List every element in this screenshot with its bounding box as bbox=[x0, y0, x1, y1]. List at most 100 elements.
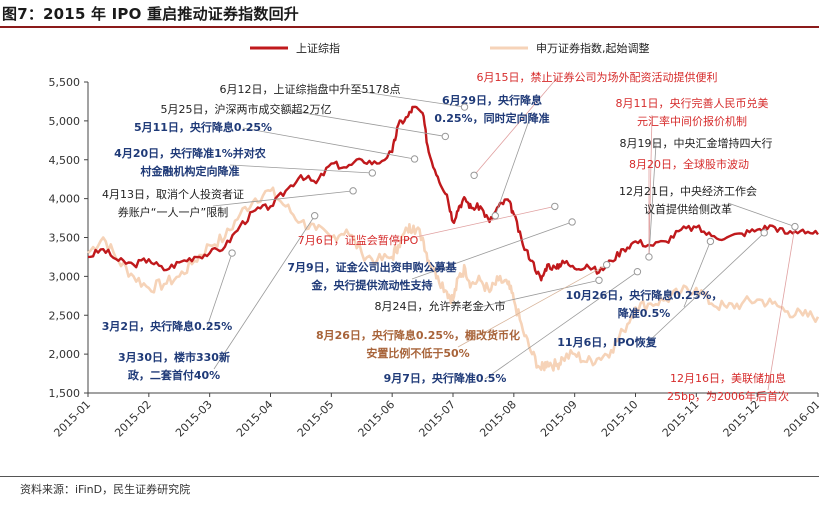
y-tick-label: 3,500 bbox=[49, 232, 81, 245]
annotation-leader bbox=[484, 271, 638, 380]
annotation-text: 12月21日，中央经济工作会 bbox=[619, 184, 757, 198]
y-tick-label: 5,500 bbox=[49, 76, 81, 89]
event-marker bbox=[470, 171, 478, 180]
legend-label-swsec: 申万证券指数,起始调整 bbox=[536, 41, 650, 55]
annotation-leader bbox=[683, 241, 711, 308]
annotation-text: 3月2日，央行降息0.25% bbox=[102, 319, 232, 333]
series-line-swsec bbox=[87, 186, 819, 372]
annotation-text: 6月12日，上证综指盘中升至5178点 bbox=[220, 82, 401, 96]
annotation-text: 村金融机构定向降准 bbox=[141, 164, 240, 178]
x-tick-label: 2015-06 bbox=[356, 398, 398, 440]
x-tick-label: 2015-01 bbox=[51, 398, 93, 440]
event-marker bbox=[633, 268, 642, 276]
series-line-szzs bbox=[87, 105, 819, 282]
y-tick-label: 1,500 bbox=[49, 387, 81, 400]
x-tick-label: 2015-10 bbox=[599, 398, 641, 440]
event-marker bbox=[551, 202, 559, 211]
x-tick-label: 2015-05 bbox=[295, 398, 337, 440]
event-marker bbox=[310, 212, 319, 220]
event-marker bbox=[706, 237, 715, 246]
annotation-leader bbox=[494, 111, 533, 216]
annotation-leader bbox=[206, 252, 233, 328]
figure-title: 图7：2015 年 IPO 重启推动证券指数回升 bbox=[2, 5, 299, 23]
x-tick-label: 2015-03 bbox=[173, 398, 215, 440]
annotation-text: 6月29日，央行降息 bbox=[442, 93, 542, 107]
event-marker bbox=[349, 187, 357, 195]
annotation-text: 10月26日，央行降息0.25%， bbox=[566, 288, 723, 302]
annotation-text: 8月24日，允许养老金入市 bbox=[375, 299, 506, 313]
annotation-text: 4月13日，取消个人投资者证 bbox=[102, 187, 244, 201]
y-tick-label: 2,500 bbox=[49, 309, 81, 322]
event-marker bbox=[791, 222, 799, 231]
x-tick-label: 2015-11 bbox=[660, 398, 702, 440]
annotation-leader bbox=[242, 127, 415, 160]
annotation-text: 11月6日，IPO恢复 bbox=[557, 335, 657, 349]
x-tick-label: 2015-02 bbox=[112, 398, 154, 440]
event-marker bbox=[491, 212, 499, 220]
annotation-leader bbox=[479, 279, 600, 308]
annotation-text: 0.25%，同时定向降准 bbox=[434, 111, 549, 125]
annotation-leader bbox=[648, 143, 657, 257]
annotation-leader bbox=[411, 221, 573, 280]
annotation-leader bbox=[457, 264, 607, 348]
annotation-text: 政，二套首付40% bbox=[128, 368, 220, 382]
event-marker bbox=[228, 249, 236, 257]
y-tick-label: 4,500 bbox=[49, 154, 81, 167]
annotation-text: 8月11日，央行完善人民币兑美 bbox=[616, 96, 769, 110]
annotation-text: 5月25日，沪深两市成交额超2万亿 bbox=[161, 102, 332, 116]
event-marker bbox=[410, 155, 419, 163]
legend-label-szzs: 上证综指 bbox=[296, 41, 340, 55]
annotation-leader bbox=[767, 226, 796, 391]
event-marker bbox=[441, 132, 450, 141]
annotation-text: 元汇率中间价报价机制 bbox=[637, 114, 747, 128]
x-tick-label: 2016-01 bbox=[781, 398, 819, 440]
annotation-leader bbox=[212, 190, 354, 207]
annotation-text: 金，央行提供流动性支持 bbox=[311, 278, 433, 292]
annotation-leader bbox=[213, 215, 316, 370]
x-tick-label: 2015-07 bbox=[416, 398, 458, 440]
event-marker bbox=[595, 276, 603, 284]
annotation-text: 4月20日，央行降准1%并对农 bbox=[114, 146, 266, 160]
annotation-text: 9月7日，央行降准0.5% bbox=[384, 371, 507, 385]
annotation-text: 议首提供给侧改革 bbox=[644, 202, 732, 216]
annotation-text: 7月9日，证金公司出资申购公募基 bbox=[287, 260, 457, 274]
annotation-text: 8月20日，全球股市波动 bbox=[629, 157, 749, 171]
x-tick-label: 2015-09 bbox=[538, 398, 580, 440]
x-tick-label: 2015-08 bbox=[477, 398, 519, 440]
annotation-text: 8月26日，央行降息0.25%，棚改货币化 bbox=[316, 328, 520, 342]
x-tick-label: 2015-04 bbox=[234, 398, 276, 440]
event-marker bbox=[645, 253, 653, 261]
y-tick-label: 3,000 bbox=[49, 270, 81, 283]
annotation-leader bbox=[473, 77, 558, 176]
annotation-text: 券账户“一人一户”限制 bbox=[118, 205, 228, 219]
event-marker bbox=[602, 261, 611, 269]
source-note: 资料来源：iFinD，民生证券研究院 bbox=[20, 483, 191, 496]
annotation-text: 8月19日，中央汇金增持四大行 bbox=[620, 136, 773, 150]
annotation-text: 3月30日，楼市330新 bbox=[118, 350, 230, 364]
annotation-text: 25bp，为2006年后首次 bbox=[667, 389, 789, 403]
annotation-text: 7月6日，证监会暂停IPO bbox=[298, 233, 419, 247]
annotation-leader bbox=[727, 202, 796, 227]
annotation-leader bbox=[646, 232, 765, 344]
annotation-leader bbox=[349, 89, 465, 108]
title-rule bbox=[0, 26, 819, 28]
annotation-text: 降准0.5% bbox=[618, 306, 671, 320]
y-tick-label: 4,000 bbox=[49, 193, 81, 206]
event-marker bbox=[568, 218, 576, 226]
x-tick-label: 2015-12 bbox=[721, 398, 763, 440]
annotation-text: 12月16日，美联储加息 bbox=[670, 371, 786, 385]
source-rule bbox=[0, 476, 819, 477]
annotation-text: 安置比例不低于50% bbox=[366, 346, 469, 360]
annotation-leader bbox=[648, 114, 653, 257]
event-marker bbox=[760, 229, 768, 237]
annotation-leader bbox=[229, 164, 373, 174]
event-marker bbox=[460, 103, 469, 111]
annotation-text: 5月11日，央行降息0.25% bbox=[134, 120, 272, 134]
line-chart: 1,500 2,000 2,500 3,000 3,500 4,000 4,500 5,000… bbox=[49, 41, 819, 440]
y-tick-label: 5,000 bbox=[49, 115, 81, 128]
annotation-text: 6月15日，禁止证券公司为场外配资活动提供便利 bbox=[477, 70, 718, 84]
annotation-leader bbox=[285, 109, 446, 137]
y-tick-label: 2,000 bbox=[49, 348, 81, 361]
annotation-leader bbox=[397, 206, 555, 242]
event-marker bbox=[368, 169, 377, 177]
